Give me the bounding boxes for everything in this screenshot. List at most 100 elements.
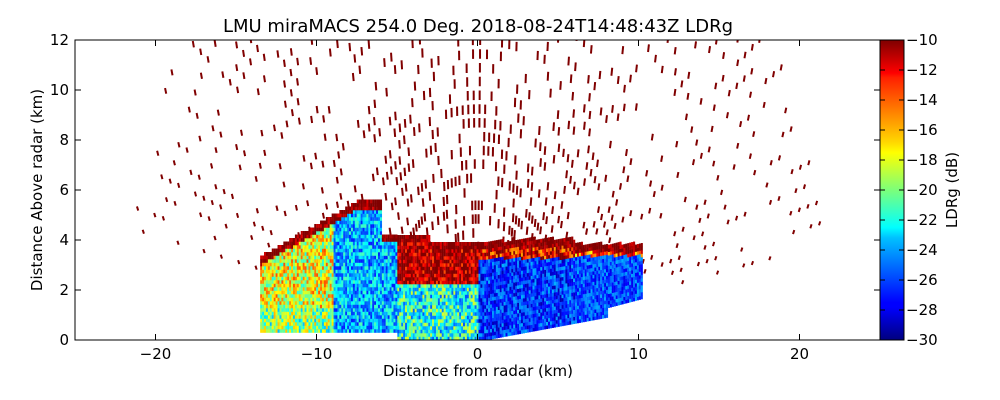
cloud-gate: [275, 329, 278, 333]
cloud-gate: [447, 312, 450, 316]
cloud-gate: [470, 305, 473, 309]
cloud-gate: [513, 261, 516, 266]
cloud-gate: [306, 318, 309, 323]
cloud-gate: [528, 282, 531, 287]
cloud-gate: [437, 329, 440, 334]
cloud-gate: [401, 245, 404, 250]
cloud-gate: [461, 298, 464, 302]
noise-gate: [798, 164, 803, 170]
cloud-gate: [358, 329, 361, 333]
cloud-gate: [289, 238, 292, 242]
noise-gate: [686, 92, 690, 100]
noise-gate: [315, 67, 319, 75]
cloud-gate: [451, 277, 454, 281]
cloud-gate: [480, 305, 483, 309]
cloud-gate: [412, 245, 415, 250]
cloud-gate: [273, 301, 276, 305]
cloud-gate: [378, 325, 381, 330]
cloud-gate: [464, 329, 468, 334]
cloud-gate: [486, 269, 489, 274]
cloud-gate: [379, 238, 383, 242]
cloud-gate: [397, 238, 400, 243]
cloud-gate: [279, 308, 282, 312]
cloud-gate: [273, 266, 276, 270]
cloud-gate: [285, 245, 288, 249]
cloud-gate: [300, 248, 303, 253]
cloud-gate: [291, 318, 294, 323]
cloud-gate: [464, 249, 468, 253]
cloud-gate: [343, 252, 346, 256]
cloud-gate: [345, 304, 348, 309]
cloud-gate: [391, 276, 394, 281]
cloud-gate: [451, 273, 454, 278]
noise-gate: [605, 115, 608, 123]
cloud-gate: [426, 245, 429, 250]
cloud-gate: [318, 294, 321, 298]
cloud-gate: [524, 266, 527, 270]
cloud-gate: [325, 231, 328, 235]
cloud-gate: [325, 217, 328, 221]
cloud-gate: [430, 287, 433, 292]
cloud-gate: [308, 290, 311, 295]
cloud-gate: [291, 273, 294, 277]
cloud-gate: [368, 259, 371, 263]
cloud-gate: [316, 224, 319, 228]
cloud-gate: [463, 270, 466, 274]
cloud-gate: [536, 327, 539, 331]
cloud-gate: [493, 296, 497, 301]
cloud-gate: [484, 312, 487, 316]
cloud-gate: [320, 329, 323, 333]
cloud-gate: [387, 269, 390, 274]
cloud-gate: [524, 259, 527, 263]
cloud-gate: [339, 210, 342, 214]
cloud-gate: [509, 321, 512, 326]
cloud-gate: [424, 242, 427, 246]
cloud-gate: [484, 308, 487, 313]
cloud-gate: [480, 326, 483, 330]
cloud-gate: [329, 311, 332, 316]
cloud-gate: [418, 319, 421, 323]
cloud-gate: [283, 315, 286, 319]
cloud-gate: [350, 234, 354, 239]
cloud-gate: [350, 297, 354, 302]
cloud-gate: [314, 241, 317, 246]
cloud-gate: [524, 252, 527, 256]
cloud-gate: [333, 318, 336, 323]
noise-gate: [412, 127, 416, 137]
cloud-gate: [370, 213, 373, 218]
cloud-gate: [273, 262, 276, 267]
noise-gate: [373, 134, 377, 143]
cloud-gate: [418, 252, 421, 257]
cloud-gate: [497, 271, 500, 276]
cloud-gate: [389, 318, 392, 323]
cloud-gate: [329, 248, 332, 253]
cloud-gate: [374, 311, 377, 316]
cloud-gate: [381, 262, 384, 267]
noise-gate: [556, 110, 560, 120]
cloud-gate: [325, 318, 328, 323]
cloud-gate: [443, 284, 446, 288]
cloud-gate: [379, 325, 383, 330]
cloud-gate: [482, 252, 485, 257]
cloud-gate: [478, 263, 481, 267]
cloud-gate: [352, 217, 355, 221]
cloud-gate: [337, 252, 340, 256]
cloud-gate: [269, 290, 272, 295]
cloud-gate: [432, 266, 435, 271]
cloud-gate: [520, 242, 524, 247]
cloud-gate: [532, 310, 535, 315]
cloud-gate: [476, 270, 479, 274]
cloud-gate: [426, 256, 429, 260]
noise-gate: [611, 190, 615, 198]
cloud-gate: [457, 270, 460, 274]
cloud-gate: [339, 273, 342, 277]
cloud-gate: [337, 266, 340, 270]
cloud-gate: [389, 245, 392, 249]
cloud-gate: [296, 259, 299, 263]
cloud-gate: [281, 255, 284, 260]
cloud-gate: [389, 308, 392, 312]
cloud-gate: [445, 333, 448, 337]
cloud-gate: [406, 329, 410, 334]
cloud-gate: [285, 248, 288, 253]
cloud-gate: [264, 322, 267, 326]
